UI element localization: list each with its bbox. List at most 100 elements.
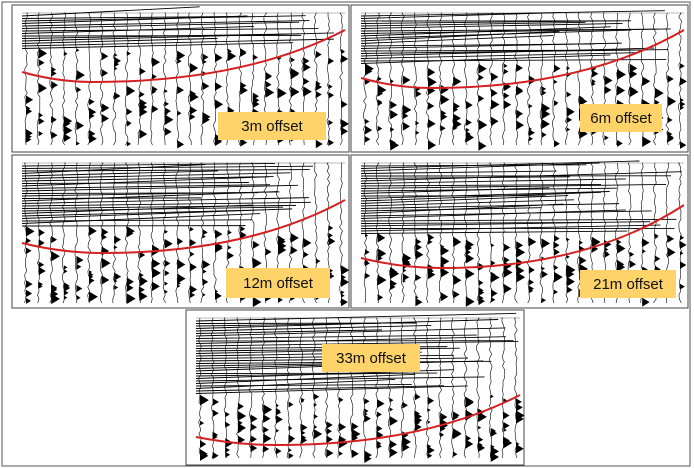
wiggle-fill [541,266,545,271]
wiggle-fill [440,245,450,256]
trace [213,162,217,303]
wiggle-fill [51,284,58,292]
wiggle-fill [227,230,232,236]
wiggle-fill [114,53,118,58]
wiggle-fill [541,103,551,114]
wiggle-fill [152,57,161,68]
wiggle-fill [290,246,298,255]
wiggle-fill [215,294,219,299]
wiggle-fill [617,139,623,147]
trace [326,12,330,146]
event-line [360,47,655,57]
event-line [195,327,506,337]
trace [501,12,506,146]
wiggle-fill [101,114,110,123]
wiggle-fill [554,248,560,256]
wiggle-fill [328,57,335,65]
event-line [360,230,628,234]
wiggle-fill [263,426,269,434]
wiggle-fill [263,433,272,444]
wiggle-fill [364,398,370,405]
trace [501,162,506,304]
wiggle-fill [365,272,371,279]
wiggle-fill [139,291,148,302]
event-line [360,12,562,19]
wiggle-fill [465,397,474,408]
wiggle-fill [126,51,131,56]
event-line [195,378,396,389]
wiggle-fill [89,274,94,280]
wiggle-fill [440,94,450,105]
wiggle-fill [250,435,257,443]
event-line [360,21,586,27]
label-box [580,270,676,298]
wiggle-fill [453,76,462,87]
wiggle-fill [528,266,535,274]
wiggle-fill [415,130,420,136]
wiggle-fill [164,270,170,277]
wiggle-fill [351,428,361,440]
wiggle-fill [377,274,387,286]
wiggle-fill [202,234,206,239]
wiggle-fill [528,129,535,137]
wiggle-fill [341,290,345,295]
label-box [218,112,326,140]
wiggle-fill [390,139,396,147]
wiggle-fill [440,432,444,437]
wiggle-fill [654,99,660,106]
label-box [580,104,662,132]
event-line [360,221,651,227]
picked-arrival [21,199,346,255]
wiggle-fill [301,434,307,441]
wiggle-fill [427,452,433,459]
wiggle-fill [237,435,246,445]
panel: 6m offset [350,4,689,153]
wiggle-fill [177,110,182,116]
wiggle-fill [252,296,262,308]
wiggle-fill [503,100,512,110]
event-line [360,42,622,49]
wiggle-fill [237,402,244,411]
wiggle-fill [303,91,307,95]
wiggle-fill [328,237,336,246]
wiggle-fill [126,279,133,286]
wiggle-fill [478,279,484,286]
trace [451,12,455,146]
wiggle-fill [415,249,424,260]
wiggle-fill [503,256,510,264]
wiggle-fill [390,79,394,84]
wiggle-fill [275,415,283,424]
wiggle-fill [313,429,323,440]
wiggle-fill [667,134,674,143]
wiggle-fill [315,139,323,149]
wiggle-fill [26,107,33,115]
wiggle-fill [465,127,470,133]
trace [198,317,202,459]
event-line [21,182,249,184]
wiggle-fill [38,261,45,269]
wiggle-fill [126,283,134,292]
wiggle-fill [428,239,433,245]
wiggle-fill [315,258,321,264]
wiggle-fill [478,442,483,448]
trace [248,317,253,459]
event-line [360,35,554,44]
wiggle-fill [491,99,500,110]
wiggle-fill [554,140,560,148]
wiggle-fill [428,233,435,242]
wiggle-fill [76,48,80,53]
wiggle-fill [240,48,247,56]
wiggle-fill [566,254,570,259]
wiggle-fill [164,101,169,107]
wiggle-fill [478,425,482,430]
event-line [195,373,416,384]
trace [526,162,531,304]
event-line [195,334,477,339]
event-line [360,199,575,207]
wiggle-fill [177,140,185,149]
wiggle-fill [503,63,508,69]
trace [24,12,28,146]
wiggle-fill [402,401,408,409]
wiggle-fill [453,102,460,111]
wiggle-fill [126,141,132,147]
